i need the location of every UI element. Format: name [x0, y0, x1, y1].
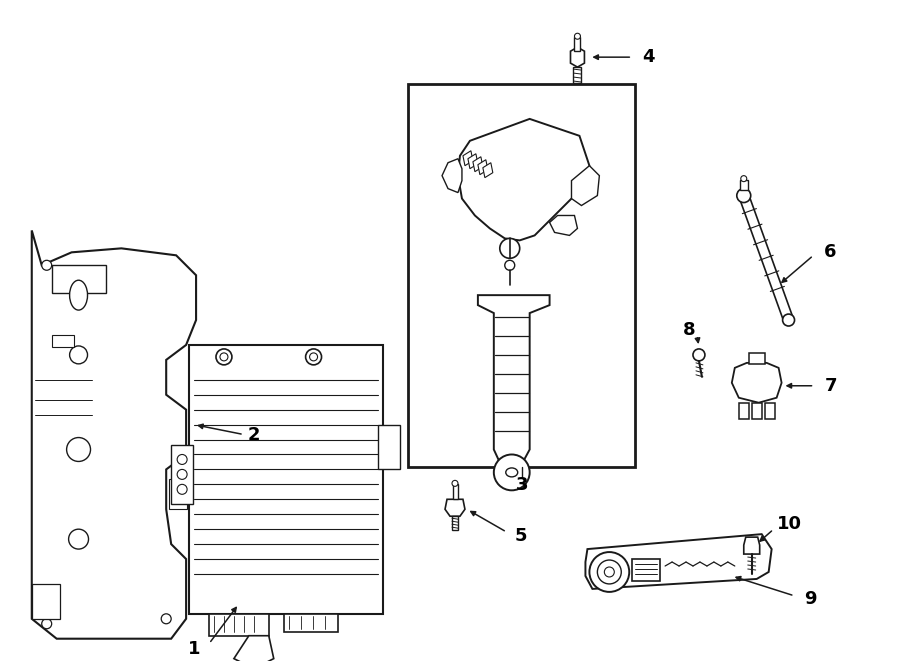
Bar [32, 584, 59, 619]
Bar [632, 559, 660, 581]
Polygon shape [739, 194, 793, 322]
Circle shape [604, 567, 615, 577]
Polygon shape [743, 537, 760, 554]
Text: 8: 8 [683, 321, 696, 339]
Circle shape [737, 189, 751, 203]
Bar [765, 402, 775, 418]
Circle shape [41, 260, 51, 270]
Circle shape [306, 349, 321, 365]
Polygon shape [550, 216, 578, 236]
Polygon shape [234, 636, 274, 662]
Polygon shape [732, 363, 781, 402]
Polygon shape [442, 159, 462, 193]
Circle shape [500, 238, 519, 258]
Polygon shape [458, 119, 590, 240]
Bar [51, 335, 74, 347]
Circle shape [68, 529, 88, 549]
Text: 2: 2 [248, 426, 260, 444]
Bar [452, 516, 458, 530]
Circle shape [452, 481, 458, 487]
Circle shape [574, 33, 580, 39]
Bar [409, 84, 635, 467]
Circle shape [161, 614, 171, 624]
Bar [573, 67, 581, 83]
Bar [378, 424, 400, 469]
Bar [209, 614, 269, 636]
Circle shape [590, 552, 629, 592]
Circle shape [177, 485, 187, 495]
Bar [574, 37, 580, 51]
Text: 7: 7 [824, 377, 837, 395]
Circle shape [177, 455, 187, 465]
Polygon shape [472, 157, 483, 171]
Bar [284, 614, 338, 632]
Polygon shape [32, 230, 196, 639]
Circle shape [505, 260, 515, 270]
Bar [51, 265, 106, 293]
Circle shape [177, 469, 187, 479]
Circle shape [67, 438, 91, 461]
Polygon shape [463, 151, 473, 166]
Polygon shape [478, 295, 550, 467]
Bar [752, 402, 761, 418]
Circle shape [220, 353, 228, 361]
Bar [169, 479, 187, 509]
Polygon shape [445, 499, 465, 516]
Text: 1: 1 [188, 639, 201, 657]
Text: 5: 5 [515, 527, 527, 545]
Circle shape [310, 353, 318, 361]
Polygon shape [571, 47, 584, 67]
Circle shape [741, 175, 747, 181]
Polygon shape [468, 154, 478, 169]
Circle shape [69, 346, 87, 364]
Bar [189, 345, 383, 614]
Text: 3: 3 [516, 477, 528, 495]
Polygon shape [483, 163, 493, 177]
Bar [749, 353, 765, 364]
Bar [739, 402, 749, 418]
Circle shape [598, 560, 621, 584]
Bar [740, 179, 748, 189]
Polygon shape [585, 534, 771, 589]
Ellipse shape [69, 280, 87, 310]
Bar [171, 444, 194, 504]
Polygon shape [572, 166, 599, 205]
Circle shape [494, 455, 530, 491]
Polygon shape [478, 160, 488, 175]
Circle shape [783, 314, 795, 326]
Bar [453, 485, 458, 499]
Ellipse shape [506, 468, 518, 477]
Text: 9: 9 [805, 590, 817, 608]
Circle shape [693, 349, 705, 361]
Text: 4: 4 [643, 48, 654, 66]
Text: 10: 10 [777, 515, 802, 533]
Text: 6: 6 [824, 244, 836, 261]
Circle shape [41, 619, 51, 629]
Circle shape [216, 349, 232, 365]
